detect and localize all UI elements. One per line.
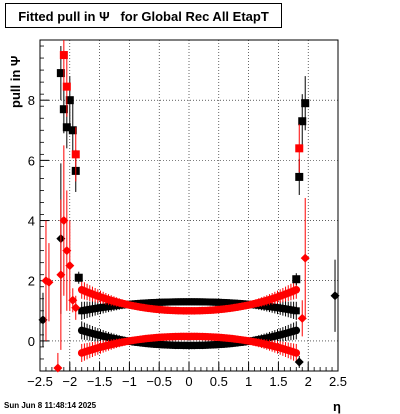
data-point-diamond <box>53 363 63 373</box>
data-point-square <box>71 150 80 159</box>
y-tick-label: 8 <box>28 93 35 108</box>
y-tick-label: 6 <box>28 153 35 168</box>
band-marker <box>292 285 301 294</box>
data-point-diamond <box>330 291 340 301</box>
x-tick-label: 2 <box>305 374 312 389</box>
x-tick-label: 0.5 <box>210 374 228 389</box>
data-point-diamond <box>71 303 81 313</box>
data-point-square <box>68 126 77 135</box>
data-point-diamond <box>44 277 54 287</box>
data-point-square <box>62 123 71 132</box>
y-tick-label: 2 <box>28 274 35 289</box>
data-point-square <box>295 172 304 181</box>
data-point-diamond <box>297 313 307 323</box>
x-tick-label: 2.5 <box>329 374 347 389</box>
data-point-square <box>295 144 304 153</box>
x-tick-label: 1.5 <box>269 374 287 389</box>
data-point-diamond <box>68 295 78 305</box>
data-point-square <box>298 117 307 126</box>
grid-lines <box>40 40 338 371</box>
data-point-square <box>62 82 71 91</box>
data-bands <box>77 280 301 362</box>
x-tick-label: 1 <box>245 374 252 389</box>
data-point-diamond <box>38 315 48 325</box>
data-point-square <box>74 273 83 282</box>
band-marker <box>292 326 301 335</box>
x-tick-label: 0 <box>185 374 192 389</box>
data-point-diamond <box>65 261 75 271</box>
band-marker <box>292 307 300 315</box>
data-point-square <box>59 105 68 114</box>
data-point-square <box>56 69 65 78</box>
y-tick-label: 0 <box>28 334 35 349</box>
x-tick-label: −1 <box>122 374 137 389</box>
x-tick-label: −1.5 <box>87 374 113 389</box>
data-point-diamond <box>300 253 310 263</box>
data-point-square <box>65 96 74 105</box>
x-tick-labels: −2.5 −2 −1.5 −1 −0.5 0 0.5 1 1.5 2 2.5 <box>27 374 347 389</box>
y-axis-title: pull in Ψ <box>8 56 23 108</box>
y-tick-label: 4 <box>28 214 35 229</box>
data-point-square <box>292 275 301 284</box>
band-marker <box>292 349 301 357</box>
data-point-diamond <box>294 357 304 367</box>
data-point-diamond <box>59 216 69 226</box>
x-axis-title: η <box>333 399 341 414</box>
data-point-diamond <box>62 246 72 256</box>
data-point-square <box>59 51 68 60</box>
data-point-diamond <box>56 270 66 280</box>
x-tick-label: −2 <box>62 374 77 389</box>
chart-title: Fitted pull in Ψ for Global Rec All Etap… <box>18 9 269 24</box>
data-point-square <box>301 99 310 108</box>
timestamp: Sun Jun 8 11:48:14 2025 <box>4 401 97 410</box>
y-tick-labels: 0 2 4 6 8 <box>28 93 35 349</box>
data-points <box>38 40 340 373</box>
title-box: Fitted pull in Ψ for Global Rec All Etap… <box>5 3 282 28</box>
x-tick-label: −2.5 <box>27 374 53 389</box>
axis-ticks <box>39 45 339 372</box>
x-tick-label: −0.5 <box>146 374 172 389</box>
